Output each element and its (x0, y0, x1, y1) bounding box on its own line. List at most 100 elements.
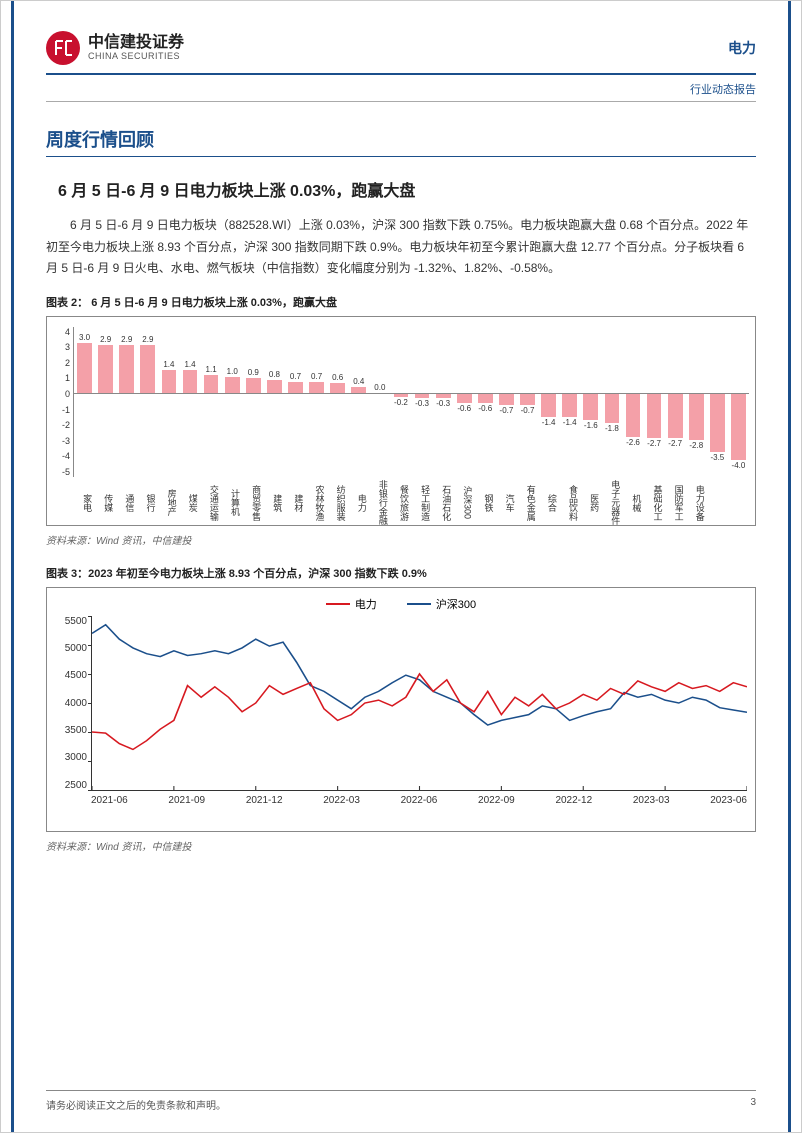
bar (626, 393, 641, 436)
bar (98, 345, 113, 393)
bar-col: 1.4 (179, 327, 200, 477)
bar-col: 3.0 (74, 327, 95, 477)
legend-swatch-hs300 (407, 603, 431, 606)
bar-value-label: 2.9 (142, 335, 153, 344)
line-x-label: 2022-09 (478, 795, 515, 806)
bar-x-label (707, 477, 728, 527)
bar-col: -0.6 (454, 327, 475, 477)
bar-x-label: 银行 (136, 477, 157, 527)
bar-value-label: 2.9 (100, 335, 111, 344)
bar-value-label: -0.6 (457, 404, 471, 413)
bar-col: 0.7 (285, 327, 306, 477)
bar-col: -0.7 (517, 327, 538, 477)
bar-col: 0.4 (348, 327, 369, 477)
bar (520, 393, 535, 405)
bar-col: -2.7 (644, 327, 665, 477)
bar-col: 2.9 (116, 327, 137, 477)
disclaimer: 请务必阅读正文之后的免责条款和声明。 (46, 1097, 226, 1112)
line-x-label: 2022-06 (401, 795, 438, 806)
bar (647, 393, 662, 438)
bar-value-label: 0.4 (353, 377, 364, 386)
bar-col: 0.9 (243, 327, 264, 477)
bar-value-label: -0.7 (521, 406, 535, 415)
bar-x-label: 电子元器件 (601, 477, 622, 527)
bar-col: -1.4 (559, 327, 580, 477)
bar-value-label: 0.7 (290, 372, 301, 381)
bar-x-label: 汽车 (496, 477, 517, 527)
bar-value-label: 3.0 (79, 333, 90, 342)
bar (541, 393, 556, 416)
bar-value-label: -0.3 (436, 399, 450, 408)
chart3-legend: 电力 沪深300 (55, 596, 747, 612)
chart3-line-chart: 电力 沪深300 5500500045004000350030002500 20… (46, 587, 756, 832)
bar (77, 343, 92, 393)
bar-col: 2.9 (137, 327, 158, 477)
bar-value-label: -2.7 (668, 439, 682, 448)
bar-value-label: -1.6 (584, 421, 598, 430)
footer: 请务必阅读正文之后的免责条款和声明。 3 (46, 1090, 756, 1112)
bar (583, 393, 598, 420)
subtitle: 6 月 5 日-6 月 9 日电力板块上涨 0.03%，跑赢大盘 (46, 177, 756, 201)
bar-x-label: 煤炭 (179, 477, 200, 527)
line-x-label: 2022-03 (323, 795, 360, 806)
bar-x-label: 建筑 (263, 477, 284, 527)
bar-x-label: 传媒 (94, 477, 115, 527)
bar (140, 345, 155, 393)
logo-area: 中信建投证券 CHINA SECURITIES (46, 31, 184, 65)
bar-col: 1.1 (201, 327, 222, 477)
bar-x-label: 石油石化 (432, 477, 453, 527)
bar-col: 1.0 (222, 327, 243, 477)
bar-value-label: -2.7 (647, 439, 661, 448)
bar (457, 393, 472, 403)
bar-col: -1.8 (601, 327, 622, 477)
bar-col: 0.0 (369, 327, 390, 477)
bar-value-label: 0.7 (311, 372, 322, 381)
bar-value-label: 1.1 (206, 365, 217, 374)
bar-x-label: 钢铁 (474, 477, 495, 527)
page-number: 3 (750, 1097, 756, 1112)
sector-label: 电力 (728, 38, 756, 58)
bar-x-label: 通信 (115, 477, 136, 527)
bar (605, 393, 620, 423)
bar (710, 393, 725, 451)
bar-col: -0.7 (496, 327, 517, 477)
section-title: 周度行情回顾 (46, 126, 756, 157)
bar-col: -2.8 (686, 327, 707, 477)
bar-y-axis: 43210-1-2-3-4-5 (53, 327, 73, 477)
bar-value-label: 1.4 (184, 360, 195, 369)
logo-cn: 中信建投证券 (88, 34, 184, 52)
bar-value-label: -0.3 (415, 399, 429, 408)
left-accent-bar (11, 1, 14, 1132)
bar-plot: 43210-1-2-3-4-5 3.0 2.9 2.9 2.9 1.4 1.4 1.1 1.0… (53, 327, 749, 477)
chart3-caption: 图表 3：2023 年初至今电力板块上涨 8.93 个百分点，沪深 300 指数… (46, 565, 756, 581)
bar (246, 378, 261, 393)
legend-swatch-power (326, 603, 350, 606)
right-accent-bar (788, 1, 791, 1132)
bar-value-label: 0.8 (269, 370, 280, 379)
bar (478, 393, 493, 403)
chart3-source: 资料来源：Wind 资讯，中信建投 (46, 838, 756, 853)
bar-value-label: -4.0 (732, 461, 746, 470)
bar-value-label: -0.2 (394, 398, 408, 407)
bar-x-label: 有色金属 (517, 477, 538, 527)
line-x-label: 2021-09 (168, 795, 205, 806)
bar-x-label: 家电 (73, 477, 94, 527)
bar-x-label: 轻工制造 (411, 477, 432, 527)
bars-row: 3.02.92.92.91.41.41.11.00.90.80.70.70.60… (74, 327, 749, 477)
bar-col: -2.7 (665, 327, 686, 477)
bar-value-label: -3.5 (710, 453, 724, 462)
bar-x-label: 医药 (580, 477, 601, 527)
bar-col: -2.6 (622, 327, 643, 477)
bar-col: -0.3 (433, 327, 454, 477)
logo-icon (46, 31, 80, 65)
bar-x-label: 电力设备 (686, 477, 707, 527)
bar-x-label: 综合 (538, 477, 559, 527)
bar-col: 1.4 (158, 327, 179, 477)
bar (225, 377, 240, 394)
bar-col: 0.7 (306, 327, 327, 477)
bar-value-label: -1.4 (542, 418, 556, 427)
bar-x-label: 餐饮旅游 (390, 477, 411, 527)
bar (267, 380, 282, 393)
chart2-bar-chart: 43210-1-2-3-4-5 3.0 2.9 2.9 2.9 1.4 1.4 1.1 1.0… (46, 316, 756, 526)
line-x-label: 2021-06 (91, 795, 128, 806)
